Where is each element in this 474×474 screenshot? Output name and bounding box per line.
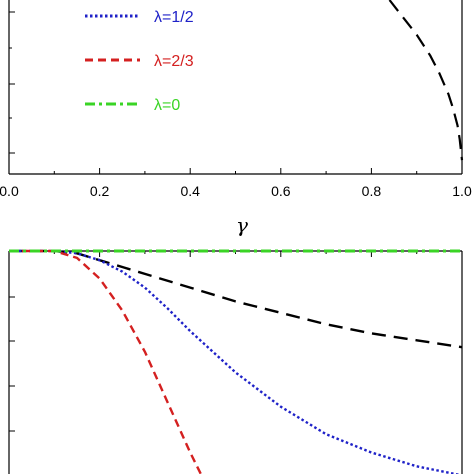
bottom-series-line-2 <box>9 249 203 474</box>
legend-label-3: λ=0 <box>154 97 180 114</box>
top-x-tick-label-5: 1.0 <box>452 183 472 199</box>
top-x-tick-label-0: 0.0 <box>0 183 19 199</box>
legend-label-2: λ=2/3 <box>154 53 194 70</box>
top-panel: 0.0 0.2 0.4 0.6 0.8 1.0 γ λ=1/2 λ=2/3 λ=0 <box>0 0 472 237</box>
top-x-tick-label-2: 0.4 <box>180 183 200 199</box>
bottom-panel <box>8 249 463 474</box>
bottom-series-line-1 <box>9 249 462 474</box>
top-series-line-0 <box>388 0 464 161</box>
top-x-tick-label-4: 0.8 <box>362 183 382 199</box>
top-x-tick-label-3: 0.6 <box>271 183 291 199</box>
top-x-tick-label-1: 0.2 <box>90 183 110 199</box>
top-x-axis-title: γ <box>236 213 248 237</box>
bottom-series-line-0 <box>9 249 463 349</box>
legend-label-1: λ=1/2 <box>154 9 194 26</box>
